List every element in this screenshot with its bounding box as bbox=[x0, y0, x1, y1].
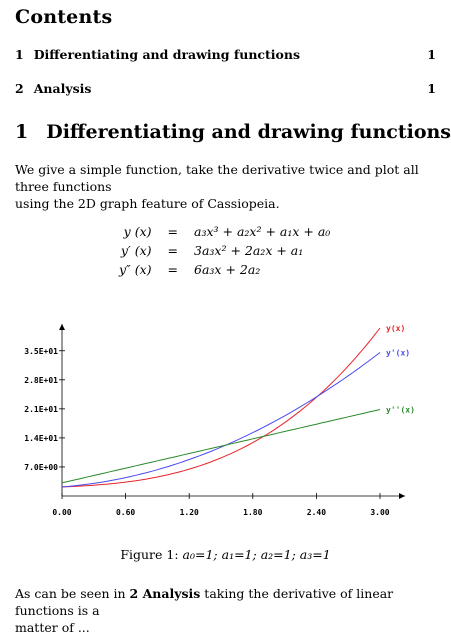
x-tick-label: 3.00 bbox=[370, 508, 389, 517]
series-label-1: y(x) bbox=[386, 324, 405, 333]
toc-entry-2[interactable]: 2 Analysis 1 bbox=[15, 81, 436, 96]
section-heading: 1 Differentiating and drawing functions bbox=[15, 121, 451, 143]
equation-row: y (x) = a₃x³ + a₂x² + a₁x + a₀ bbox=[115, 222, 334, 241]
closing-paragraph: As can be seen in 2 Analysis taking the … bbox=[15, 585, 445, 636]
intro-line-1: We give a simple function, take the deri… bbox=[15, 162, 419, 194]
x-tick-label: 1.80 bbox=[243, 508, 262, 517]
toc-entry-1[interactable]: 1 Differentiating and drawing functions 1 bbox=[15, 47, 436, 62]
x-tick-label: 0.00 bbox=[52, 508, 71, 517]
series-line-2 bbox=[61, 352, 381, 488]
series-label-3: y''(x) bbox=[386, 406, 415, 415]
intro-line-2: using the 2D graph feature of Cassiopeia… bbox=[15, 196, 280, 211]
figure-caption: Figure 1: a₀=1; a₁=1; a₂=1; a₃=1 bbox=[0, 547, 451, 562]
section-reference-link[interactable]: 2 Analysis bbox=[129, 586, 201, 601]
equation-lhs: y″ (x) bbox=[119, 262, 152, 277]
x-axis-arrow bbox=[399, 493, 405, 499]
series-line-1 bbox=[61, 327, 381, 488]
y-tick-label: 3.5E+01 bbox=[24, 347, 58, 356]
figure-caption-text: a₀=1; a₁=1; a₂=1; a₃=1 bbox=[182, 547, 331, 562]
equation-lhs: y′ (x) bbox=[120, 243, 152, 258]
toc-entry-page: 1 bbox=[427, 81, 436, 96]
toc-title: Contents bbox=[15, 6, 113, 28]
section-number: 1 bbox=[15, 121, 29, 143]
intro-paragraph: We give a simple function, take the deri… bbox=[15, 161, 445, 212]
x-tick-label: 2.40 bbox=[307, 508, 326, 517]
equation-rhs: 3a₃x² + 2a₂x + a₁ bbox=[194, 243, 304, 258]
equation-rhs: a₃x³ + a₂x² + a₁x + a₀ bbox=[194, 224, 331, 239]
toc-entry-number: 2 bbox=[15, 81, 24, 96]
equals-sign: = bbox=[167, 262, 178, 277]
closing-line-2: matter of ... bbox=[15, 620, 90, 635]
equals-sign: = bbox=[167, 243, 178, 258]
series-line-3 bbox=[61, 409, 381, 484]
toc-entry-link[interactable]: Differentiating and drawing functions bbox=[33, 47, 300, 62]
toc-entry-number: 1 bbox=[15, 47, 24, 62]
plot-curves bbox=[61, 327, 381, 488]
toc-entry-page: 1 bbox=[427, 47, 436, 62]
function-plot: 0.00 0.60 1.20 1.80 2.40 3.00 7.0E+00 1.4E+01 2.… bbox=[24, 324, 415, 517]
closing-line-1: As can be seen in 2 Analysis taking the … bbox=[15, 586, 394, 618]
x-tick-label: 0.60 bbox=[116, 508, 135, 517]
y-tick-label: 2.8E+01 bbox=[24, 376, 58, 385]
equation-lhs: y (x) bbox=[123, 224, 152, 239]
equals-sign: = bbox=[167, 224, 178, 239]
section-title: Differentiating and drawing functions bbox=[46, 121, 451, 143]
y-tick-label: 1.4E+01 bbox=[24, 434, 58, 443]
equation-rhs: 6a₃x + 2a₂ bbox=[194, 262, 261, 277]
figure-label: Figure 1: bbox=[120, 547, 179, 562]
y-axis-arrow bbox=[59, 324, 65, 330]
equation-array: y (x) = a₃x³ + a₂x² + a₁x + a₀ y′ (x) = … bbox=[115, 222, 334, 279]
equation-row: y′ (x) = 3a₃x² + 2a₂x + a₁ bbox=[115, 241, 334, 260]
equation-row: y″ (x) = 6a₃x + 2a₂ bbox=[115, 260, 334, 279]
y-tick-label: 7.0E+00 bbox=[24, 463, 58, 472]
x-tick-label: 1.20 bbox=[180, 508, 199, 517]
series-label-2: y'(x) bbox=[386, 348, 410, 357]
y-tick-label: 2.1E+01 bbox=[24, 405, 58, 414]
plot-axes bbox=[59, 324, 405, 499]
toc-entry-link[interactable]: Analysis bbox=[33, 81, 92, 96]
plot-labels: 0.00 0.60 1.20 1.80 2.40 3.00 7.0E+00 1.4E+01 2.… bbox=[24, 324, 415, 517]
